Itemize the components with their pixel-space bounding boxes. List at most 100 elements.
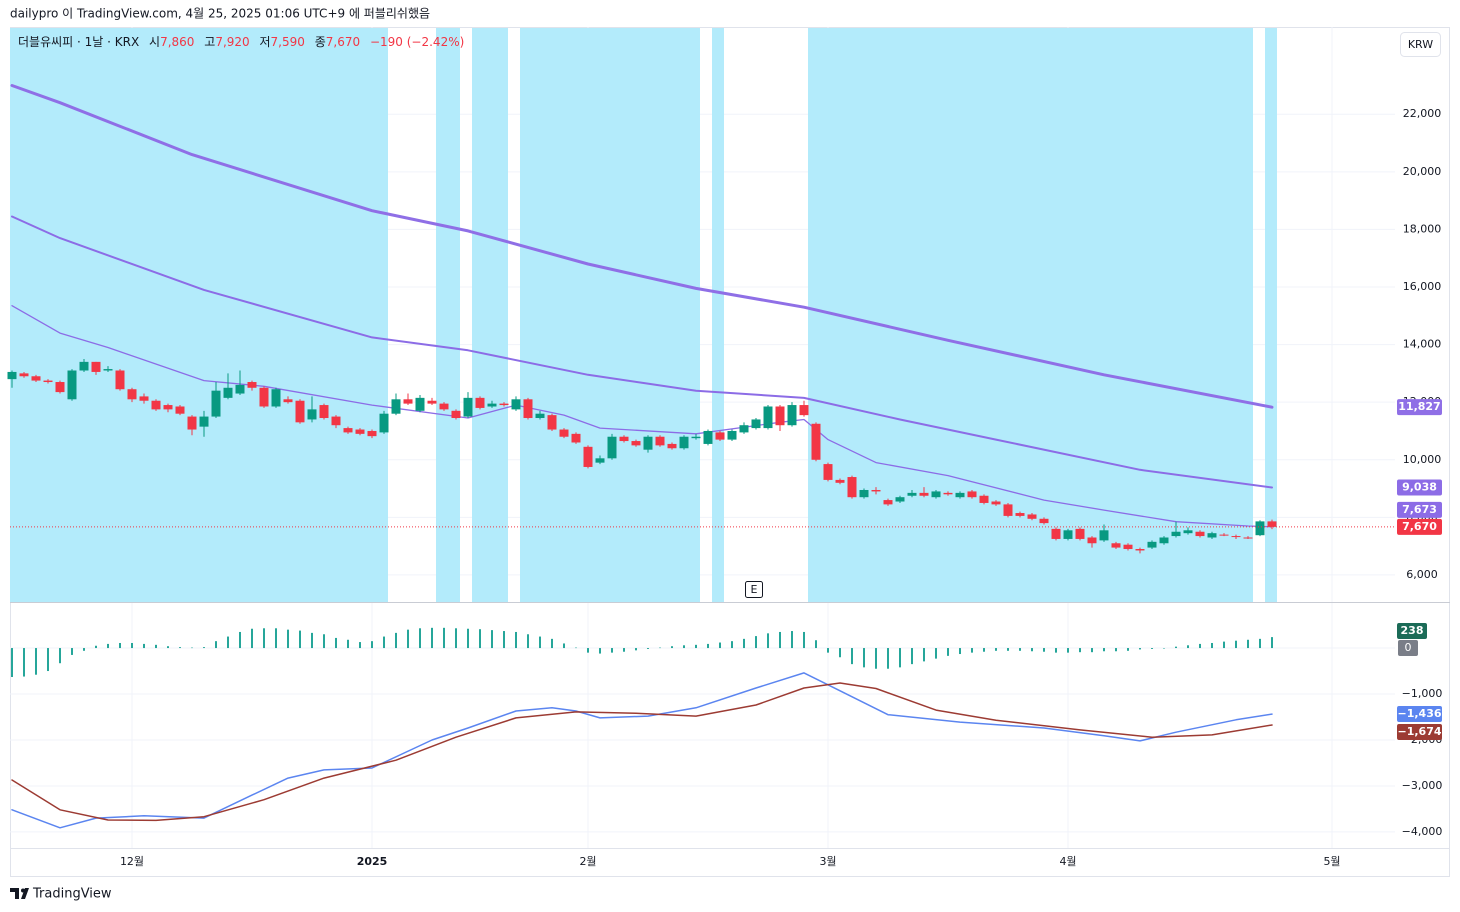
histogram-bar (1079, 648, 1081, 653)
histogram-bar (1271, 637, 1273, 649)
currency-label[interactable]: KRW (1408, 38, 1433, 51)
candle-body (1147, 541, 1157, 548)
candle-body (619, 436, 629, 442)
candle-body (787, 405, 797, 426)
histogram-bar (83, 648, 85, 651)
histogram-bar (419, 628, 421, 649)
candle-body (367, 430, 377, 437)
candle-body (1075, 528, 1085, 539)
currency-button-box[interactable] (1400, 32, 1441, 57)
candle-body (1195, 531, 1205, 537)
y-tick-label: −3,000 (1402, 779, 1443, 792)
histogram-bar (743, 638, 745, 649)
candle-body (1219, 534, 1229, 536)
candle-body (1051, 528, 1061, 539)
histogram-bar (971, 648, 973, 653)
line-series (10, 84, 1274, 409)
histogram-bar (959, 648, 961, 655)
candle-body (727, 430, 737, 440)
candle-body (115, 370, 125, 390)
histogram-bar (923, 648, 925, 662)
histogram-bar (983, 648, 985, 652)
candle-body (535, 413, 545, 419)
x-tick-label: 2월 (579, 855, 596, 868)
candle-body (151, 400, 161, 410)
line-series (11, 305, 1273, 528)
candle-body (775, 406, 785, 426)
histogram-bar (479, 629, 481, 649)
histogram-bar (323, 634, 325, 649)
histogram-bar (635, 648, 637, 651)
histogram-bar (1127, 648, 1129, 651)
candle-body (583, 446, 593, 467)
histogram-bar (899, 648, 901, 668)
earnings-box[interactable] (745, 581, 763, 598)
brand[interactable]: TradingView (10, 887, 112, 902)
y-tick-label: −1,000 (1402, 687, 1443, 700)
band (808, 28, 1253, 602)
histogram-bar (35, 648, 37, 675)
candle-body (223, 387, 233, 398)
histogram-bar (443, 627, 445, 649)
ohlc-value: 7,670 (326, 35, 360, 49)
histogram-bar (1007, 648, 1009, 651)
histogram-bar (251, 628, 253, 649)
histogram-bar (311, 632, 313, 649)
candle-body (1015, 513, 1025, 516)
band (1265, 28, 1277, 602)
brand-name[interactable]: TradingView (32, 887, 112, 902)
candle-body (1171, 531, 1181, 537)
candle-body (247, 382, 257, 388)
histogram-bar (467, 628, 469, 649)
brand-logo-dot[interactable] (21, 888, 25, 893)
histogram-bar (1043, 648, 1045, 652)
histogram-bar (287, 629, 289, 649)
y-tick-label: 6,000 (1406, 568, 1438, 581)
histogram-bar (167, 646, 169, 649)
histogram-bar (503, 631, 505, 649)
ohlc-label: 저 (260, 35, 271, 49)
histogram-bar (1067, 648, 1069, 653)
histogram-bar (599, 648, 601, 654)
candle-body (43, 380, 53, 383)
histogram-bar (623, 648, 625, 652)
currency-button[interactable]: KRW (1400, 32, 1441, 57)
candle-body (907, 492, 917, 496)
histogram-bar (539, 636, 541, 649)
histogram-bar (527, 634, 529, 649)
histogram-bar (131, 642, 133, 649)
candle-body (979, 495, 989, 503)
histogram-bar (1235, 640, 1237, 649)
histogram-bar (1175, 646, 1177, 649)
candle-body (475, 397, 485, 408)
value-label: 7,673 (1402, 503, 1437, 516)
line-series (11, 682, 1273, 822)
candle-body (1063, 530, 1073, 539)
symbol-legend: 더블유씨피 · 1날 · KRX 시7,860 고7,920 저7,590 종7… (18, 35, 464, 49)
candle-body (1255, 521, 1265, 536)
y-tick-label: 0 (1405, 641, 1412, 654)
candle-body (679, 436, 689, 449)
candle-body (7, 371, 17, 380)
band (712, 28, 724, 602)
candle-body (331, 416, 341, 426)
histogram-bar (1199, 643, 1201, 649)
histogram-bar (299, 630, 301, 649)
histogram-bar (1247, 639, 1249, 649)
histogram-bar (1031, 648, 1033, 652)
candle-body (763, 406, 773, 429)
candle-body (703, 430, 713, 444)
candle-body (271, 389, 281, 407)
histogram-bar (563, 643, 565, 649)
candle-body (667, 443, 677, 449)
histogram-bar (11, 648, 13, 678)
histogram-bar (1163, 648, 1165, 649)
earnings-marker[interactable]: E (745, 581, 763, 598)
histogram-bar (143, 643, 145, 649)
x-tick-label: 4월 (1059, 855, 1076, 868)
histogram-bar (587, 648, 589, 653)
candle-body (1087, 537, 1097, 544)
histogram-bar (839, 648, 841, 658)
earnings-label[interactable]: E (751, 583, 758, 596)
